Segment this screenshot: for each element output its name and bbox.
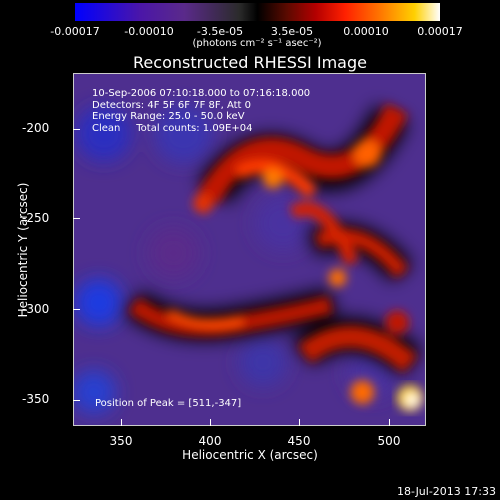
x-axis-tick-mark bbox=[121, 419, 122, 426]
info-clean-counts: Clean Total counts: 1.09E+04 bbox=[92, 122, 253, 134]
info-time-range: 10-Sep-2006 07:10:18.000 to 07:16:18.000 bbox=[92, 88, 311, 99]
y-axis-tick-mark bbox=[73, 309, 80, 310]
render-timestamp: 18-Jul-2013 17:33 bbox=[396, 485, 496, 498]
colorbar-tick: -0.00017 bbox=[50, 25, 100, 38]
y-axis-tick-mark bbox=[73, 129, 80, 130]
x-axis-label: Heliocentric X (arcsec) bbox=[182, 448, 318, 462]
colorbar bbox=[75, 3, 440, 21]
y-axis-label: Heliocentric Y (arcsec) bbox=[16, 182, 30, 318]
x-tick-label: 400 bbox=[198, 434, 222, 448]
y-tick-label: -200 bbox=[22, 121, 50, 135]
y-tick-label: -300 bbox=[22, 302, 50, 316]
y-axis-tick-mark bbox=[73, 400, 80, 401]
colorbar-tick: 0.00017 bbox=[417, 25, 463, 38]
rhessi-image-canvas bbox=[74, 74, 425, 425]
y-tick-label: -250 bbox=[22, 211, 50, 225]
x-axis-tick-mark bbox=[299, 419, 300, 426]
y-tick-label: -350 bbox=[22, 392, 50, 406]
colorbar-tick: -0.00010 bbox=[124, 25, 174, 38]
observation-info: 10-Sep-2006 07:10:18.000 to 07:16:18.000… bbox=[92, 88, 310, 134]
colorbar-tick: 0.00010 bbox=[343, 25, 389, 38]
colorbar-units: (photons cm⁻² s⁻¹ asec⁻²) bbox=[192, 38, 322, 49]
y-axis-tick-mark bbox=[73, 218, 80, 219]
x-tick-label: 350 bbox=[109, 434, 133, 448]
plot-title: Reconstructed RHESSI Image bbox=[133, 53, 367, 72]
colorbar-tick: -3.5e-05 bbox=[196, 25, 244, 38]
colorbar-tick: 3.5e-05 bbox=[270, 25, 314, 38]
x-axis-tick-mark bbox=[389, 419, 390, 426]
rhessi-image bbox=[73, 73, 426, 426]
x-axis-tick-mark bbox=[210, 419, 211, 426]
x-tick-label: 500 bbox=[377, 434, 401, 448]
info-detectors: Detectors: 4F 5F 6F 7F 8F, Att 0 bbox=[92, 99, 252, 111]
info-energy-range: Energy Range: 25.0 - 50.0 keV bbox=[92, 111, 245, 122]
peak-position: Position of Peak = [511,-347] bbox=[95, 398, 242, 409]
x-tick-label: 450 bbox=[287, 434, 311, 448]
